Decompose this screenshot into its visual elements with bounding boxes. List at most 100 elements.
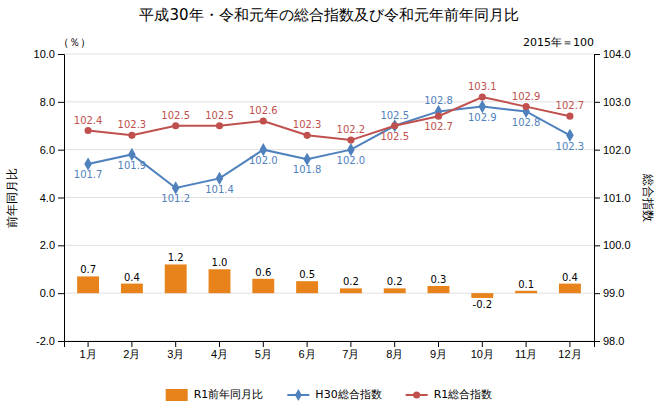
bar	[165, 264, 187, 293]
line-label: 101.7	[74, 169, 103, 180]
title: 平成30年・令和元年の総合指数及び令和元年前年同月比	[139, 6, 518, 24]
annotation: （％）	[58, 36, 91, 49]
y-tick-label: 6.0	[40, 144, 55, 156]
y-tick-label: 8.0	[40, 96, 55, 108]
y2-tick: 100.0	[594, 239, 631, 251]
y2-tick-label: 98.0	[603, 335, 624, 347]
chart-container: 1月 2月 3月 4月 5月 6月 7月 8月 9月 10月 11月 12月 -2.0 0.0 2.0 4.0…	[0, 0, 658, 415]
x-tick: 4月	[211, 341, 228, 360]
y2-tick-mark	[594, 245, 600, 246]
bar-label: -0.2	[473, 299, 493, 310]
y2-tick-mark	[594, 102, 600, 103]
marker	[85, 127, 92, 134]
y-tick-label: 10.0	[34, 48, 55, 60]
x-tick-label: 2月	[123, 348, 140, 360]
x-tick-mark	[175, 341, 176, 347]
marker	[128, 132, 135, 139]
x-tick-label: 3月	[167, 348, 184, 360]
chart-svg: 1月 2月 3月 4月 5月 6月 7月 8月 9月 10月 11月 12月 -2.0 0.0 2.0 4.0…	[0, 0, 658, 415]
y-axis-right: 98.0 99.0 100.0 101.0 102.0 103.0 104.0	[594, 48, 631, 347]
grid-line	[64, 293, 594, 294]
y2-tick-label: 102.0	[603, 144, 631, 156]
bar-label: 0.6	[255, 267, 271, 278]
y2-tick: 99.0	[594, 287, 624, 299]
bar-label: 0.5	[299, 269, 315, 280]
y-tick-mark	[58, 150, 64, 151]
line-label: 101.9	[118, 160, 147, 171]
line	[88, 97, 570, 140]
x-tick-label: 4月	[211, 348, 228, 360]
y-tick: 0.0	[40, 287, 64, 299]
line-label: 102.8	[512, 117, 541, 128]
bar-label: 0.4	[124, 272, 140, 283]
y-tick: 4.0	[40, 192, 64, 204]
subtitle: 2015年＝100	[523, 36, 594, 49]
bar	[121, 284, 143, 294]
marker	[216, 122, 223, 129]
x-tick: 7月	[342, 341, 359, 360]
y-tick-label: 2.0	[40, 239, 55, 251]
y2-tick-label: 100.0	[603, 239, 631, 251]
x-tick-mark	[482, 341, 483, 347]
x-axis: 1月 2月 3月 4月 5月 6月 7月 8月 9月 10月 11月 12月	[65, 341, 595, 360]
x-tick-label: 12月	[558, 348, 581, 360]
x-tick-mark	[350, 341, 351, 347]
x-tick: 6月	[299, 341, 316, 360]
line	[88, 107, 570, 188]
grid-line	[64, 197, 594, 198]
x-tick: 1月	[80, 341, 97, 360]
y-tick: 10.0	[34, 48, 64, 60]
legend-label: R1総合指数	[434, 388, 493, 401]
line-label: 102.5	[205, 110, 234, 121]
legend-swatch	[166, 389, 188, 401]
y2-tick-label: 104.0	[603, 48, 631, 60]
bar	[252, 279, 274, 293]
x-tick-label: 10月	[471, 348, 494, 360]
x-axis-line	[65, 342, 595, 348]
legend-label: H30総合指数	[315, 388, 381, 401]
x-tick: 10月	[471, 341, 494, 360]
y2-tick: 103.0	[594, 96, 631, 108]
marker	[304, 132, 311, 139]
line-label: 102.2	[337, 124, 366, 135]
x-tick: 11月	[515, 341, 537, 360]
marker	[391, 122, 398, 129]
bar	[384, 288, 406, 293]
bar-label: 0.4	[562, 272, 578, 283]
y-axis-title: 前年同月比	[5, 168, 19, 228]
y2-tick-label: 101.0	[603, 192, 631, 204]
grid	[64, 54, 594, 341]
x-tick: 3月	[167, 341, 184, 360]
x-tick-mark	[526, 341, 527, 347]
y-tick: 2.0	[40, 239, 64, 251]
marks	[77, 93, 581, 297]
x-tick-mark	[263, 341, 264, 347]
bar	[428, 286, 450, 293]
line-label: 102.7	[556, 100, 585, 111]
line-label: 102.8	[424, 95, 453, 106]
y2-tick-label: 99.0	[603, 287, 624, 299]
line-label: 102.5	[380, 110, 409, 121]
y-tick-label: 4.0	[40, 192, 55, 204]
legend-item: H30総合指数	[287, 388, 381, 401]
line-label: 102.0	[337, 155, 366, 166]
line-label: 103.1	[468, 81, 497, 92]
marker	[347, 137, 354, 144]
x-tick: 9月	[430, 341, 447, 360]
bar	[209, 269, 231, 293]
x-tick-label: 5月	[255, 348, 272, 360]
y2-tick: 98.0	[594, 335, 624, 347]
bar	[77, 276, 99, 293]
y-tick-mark	[58, 293, 64, 294]
y-tick: 8.0	[40, 96, 64, 108]
y-tick-label: 0.0	[40, 287, 55, 299]
y-tick-label: -2.0	[36, 335, 55, 347]
marker	[260, 117, 267, 124]
marker	[435, 113, 442, 120]
x-tick: 8月	[386, 341, 403, 360]
y2-tick: 104.0	[594, 48, 631, 60]
line-label: 101.8	[293, 164, 322, 175]
line-label: 102.5	[161, 110, 190, 121]
x-tick-mark	[569, 341, 570, 347]
bar	[559, 284, 581, 294]
